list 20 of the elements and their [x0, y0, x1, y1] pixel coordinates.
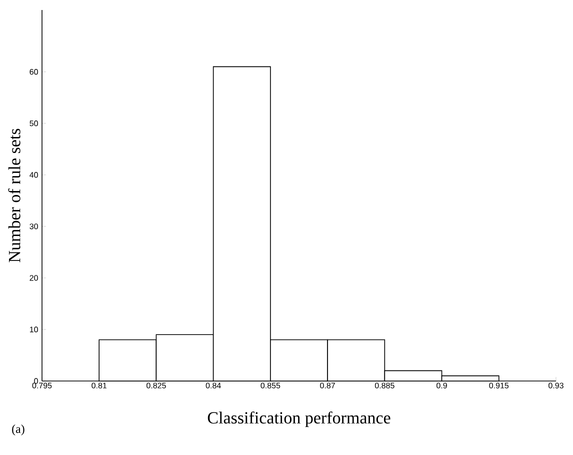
text: (a) [12, 424, 24, 436]
x-tick-label: 0.87 [320, 382, 335, 388]
y-tick-label: 50 [30, 120, 38, 126]
y-tick-label: 10 [30, 326, 38, 332]
x-tick-label: 0.855 [260, 382, 280, 388]
y-tick-label: 0 [34, 378, 38, 384]
y-tick-label: 60 [30, 69, 38, 75]
x-tick-label: 0.825 [146, 382, 166, 388]
y-axis-title: Number of rule sets [8, 128, 20, 262]
y-tick-label: 40 [30, 172, 38, 178]
x-tick-label: 0.81 [92, 382, 107, 388]
y-tick-label: 20 [30, 275, 38, 281]
x-tick-label: 0.885 [374, 382, 394, 388]
x-tick-label: 0.9 [436, 382, 447, 388]
y-tick-label: 30 [30, 224, 38, 230]
x-tick-label: 0.915 [489, 382, 509, 388]
x-tick-label: 0.795 [32, 382, 52, 388]
x-axis-title: Classification performance [208, 411, 390, 428]
x-tick-label: 0.84 [206, 382, 221, 388]
x-tick-label: 0.93 [548, 382, 564, 388]
